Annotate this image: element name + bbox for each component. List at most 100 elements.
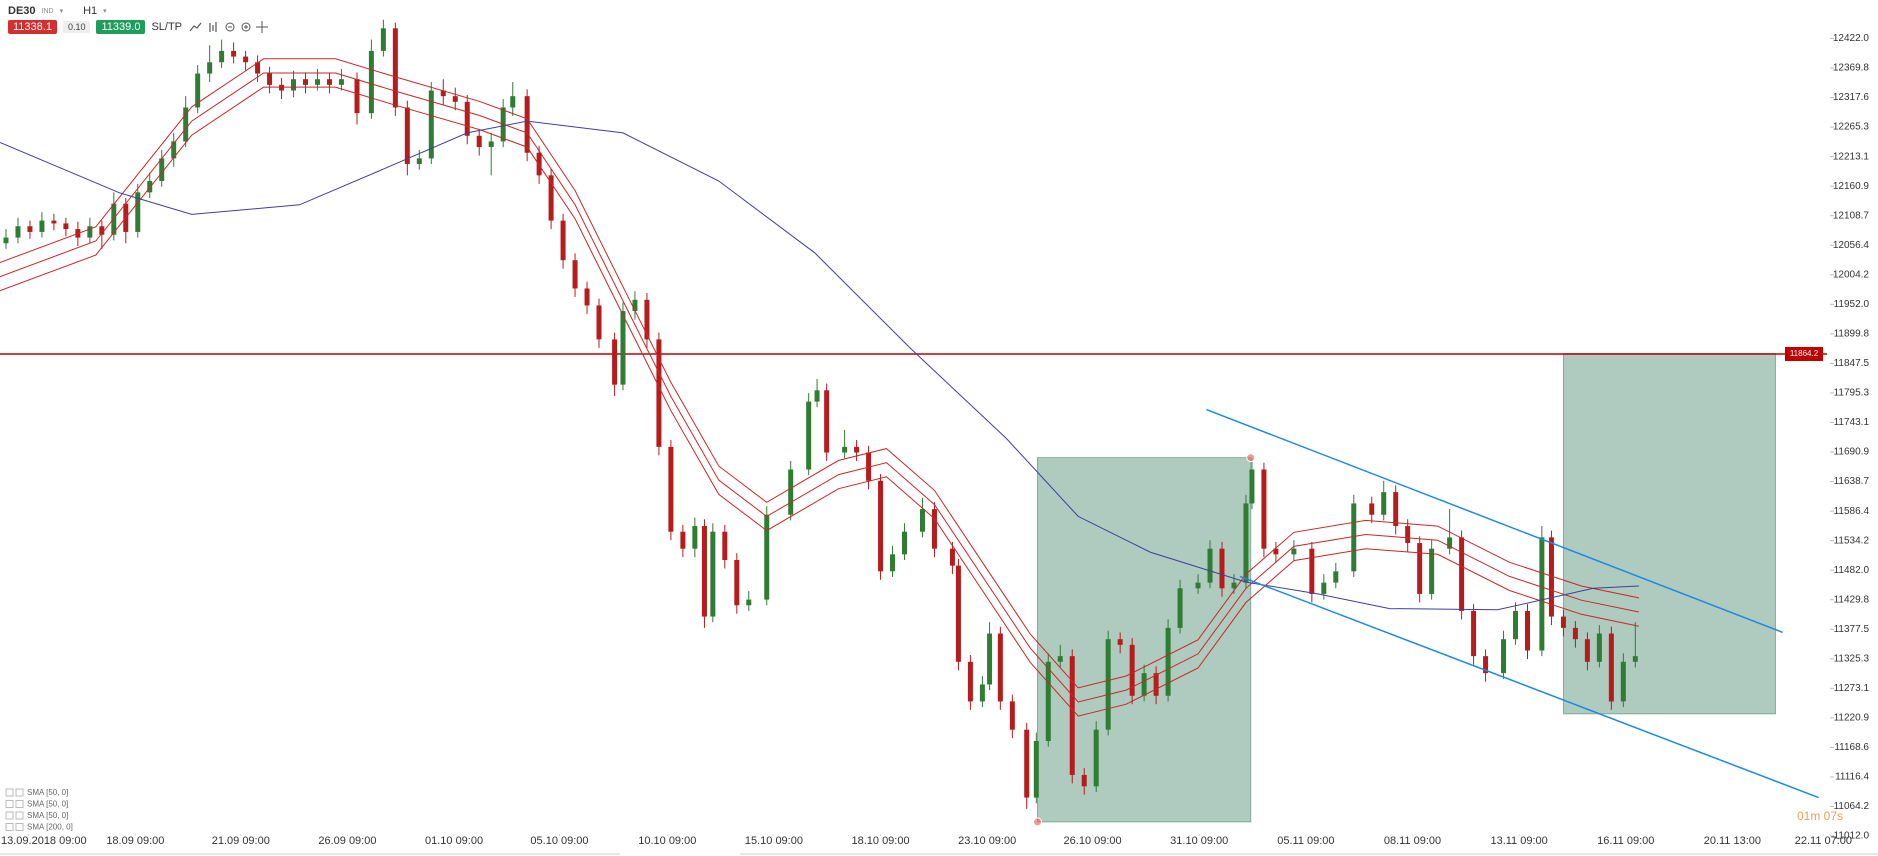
candle-body: [1273, 548, 1279, 555]
y-tick-label: 11586.4: [1834, 506, 1870, 517]
candle-body: [536, 152, 542, 176]
candle-body: [1219, 548, 1225, 589]
y-tick-label: 11847.5: [1834, 358, 1870, 369]
candle-body: [1393, 492, 1399, 527]
x-tick-label: 13.09.2018 09:00: [1, 835, 87, 847]
legend-checkbox: [15, 788, 24, 797]
candle-body: [51, 220, 57, 224]
candle-body: [416, 158, 422, 165]
candle-body: [392, 28, 398, 108]
candle-body: [1572, 627, 1578, 640]
candle-body: [231, 50, 237, 57]
y-tick-label: 11116.4: [1835, 772, 1869, 783]
x-tick-label: 18.09 09:00: [106, 835, 164, 847]
candle-body: [1471, 610, 1477, 657]
candle-body: [734, 560, 740, 606]
x-tick-label: 15.10 09:00: [745, 835, 803, 847]
candle-body: [99, 226, 105, 235]
candle-body: [842, 446, 848, 453]
candle-body: [3, 237, 9, 244]
candle-body: [1608, 633, 1614, 702]
candle-body: [1117, 639, 1123, 645]
sell-button[interactable]: 11338.1: [8, 20, 57, 34]
y-tick-label: 12422.0: [1833, 33, 1870, 44]
legend-label: SMA [50, 0]: [27, 788, 68, 797]
candle-body: [440, 90, 446, 97]
candle-body: [524, 96, 530, 153]
candle-body: [931, 509, 937, 549]
candle-body: [183, 107, 189, 142]
candle-body: [1333, 571, 1339, 583]
candle-body: [1369, 503, 1375, 515]
timeframe[interactable]: H1: [83, 5, 98, 17]
candle-body: [584, 288, 590, 306]
legend-checkbox: [5, 823, 14, 831]
x-tick-label: 10.10 09:00: [638, 835, 696, 847]
candle-body: [1459, 537, 1465, 611]
legend-checkbox: [15, 823, 24, 831]
sltp-button[interactable]: SL/TP: [151, 21, 183, 33]
candle-body: [1539, 537, 1545, 651]
tool-icons[interactable]: [188, 20, 269, 34]
candle-body: [27, 226, 33, 232]
candle-body: [1513, 610, 1519, 640]
x-tick-label: 26.10 09:00: [1064, 835, 1122, 847]
candle-body: [368, 50, 374, 114]
candle-body: [243, 56, 249, 63]
candle-body: [1207, 548, 1213, 583]
candle-body: [620, 311, 626, 385]
y-tick-label: 12317.6: [1833, 92, 1870, 103]
candle-body: [1309, 548, 1315, 594]
trend-line: [1206, 408, 1783, 634]
dropdown[interactable]: ▾: [59, 8, 64, 15]
candle-body: [1009, 701, 1015, 730]
candle-body: [919, 509, 925, 532]
candle-body: [1033, 741, 1039, 798]
candle-body: [572, 260, 578, 289]
price-tag-label: 11864.2: [1790, 349, 1819, 358]
y-tick-label: 11690.9: [1834, 447, 1870, 458]
candle-body: [326, 79, 332, 85]
candle-body: [1024, 729, 1030, 798]
candle-body: [1243, 503, 1249, 583]
candle-body: [39, 220, 45, 232]
zone: [1562, 353, 1776, 715]
candle-body: [291, 79, 297, 91]
candle-body: [1417, 543, 1423, 594]
candle-body: [1321, 582, 1327, 594]
y-tick-label: 11325.3: [1834, 653, 1870, 664]
candle-body: [596, 305, 602, 340]
candle-body: [548, 175, 554, 221]
candle-body: [668, 446, 674, 532]
candle-body: [854, 446, 860, 453]
symbol[interactable]: DE30: [8, 5, 36, 17]
x-tick-label: 05.10 09:00: [530, 835, 588, 847]
y-tick-label: 12213.1: [1833, 151, 1870, 162]
candle-body: [1249, 469, 1255, 504]
candle-body: [1560, 616, 1566, 628]
candle-body: [987, 633, 993, 685]
candle-body: [1165, 627, 1171, 696]
x-tick-label: 21.09 09:00: [212, 835, 270, 847]
candle-body: [338, 79, 344, 85]
x-tick-label: 16.11 09:00: [1597, 835, 1654, 847]
y-tick-label: 12369.8: [1833, 63, 1870, 74]
candle-body: [380, 28, 386, 51]
candle-body: [1231, 582, 1237, 589]
candle-body: [814, 390, 820, 402]
x-tick-label: 22.11 07:00: [1795, 835, 1852, 847]
candle-body: [902, 531, 908, 555]
anchor-point: [1246, 453, 1256, 463]
price-tag: [1785, 346, 1823, 361]
y-tick-label: 11429.8: [1834, 594, 1870, 605]
dropdown[interactable]: ▾: [103, 8, 107, 15]
candle-body: [302, 79, 308, 85]
candle-body: [1620, 661, 1626, 702]
y-tick-label: 11795.3: [1834, 388, 1870, 399]
volume-input[interactable]: 0.10: [62, 21, 91, 33]
y-tick-label: 11273.1: [1834, 683, 1870, 694]
candle-body: [692, 526, 698, 549]
buy-button[interactable]: 11339.0: [96, 20, 146, 34]
candle-body: [890, 554, 896, 572]
